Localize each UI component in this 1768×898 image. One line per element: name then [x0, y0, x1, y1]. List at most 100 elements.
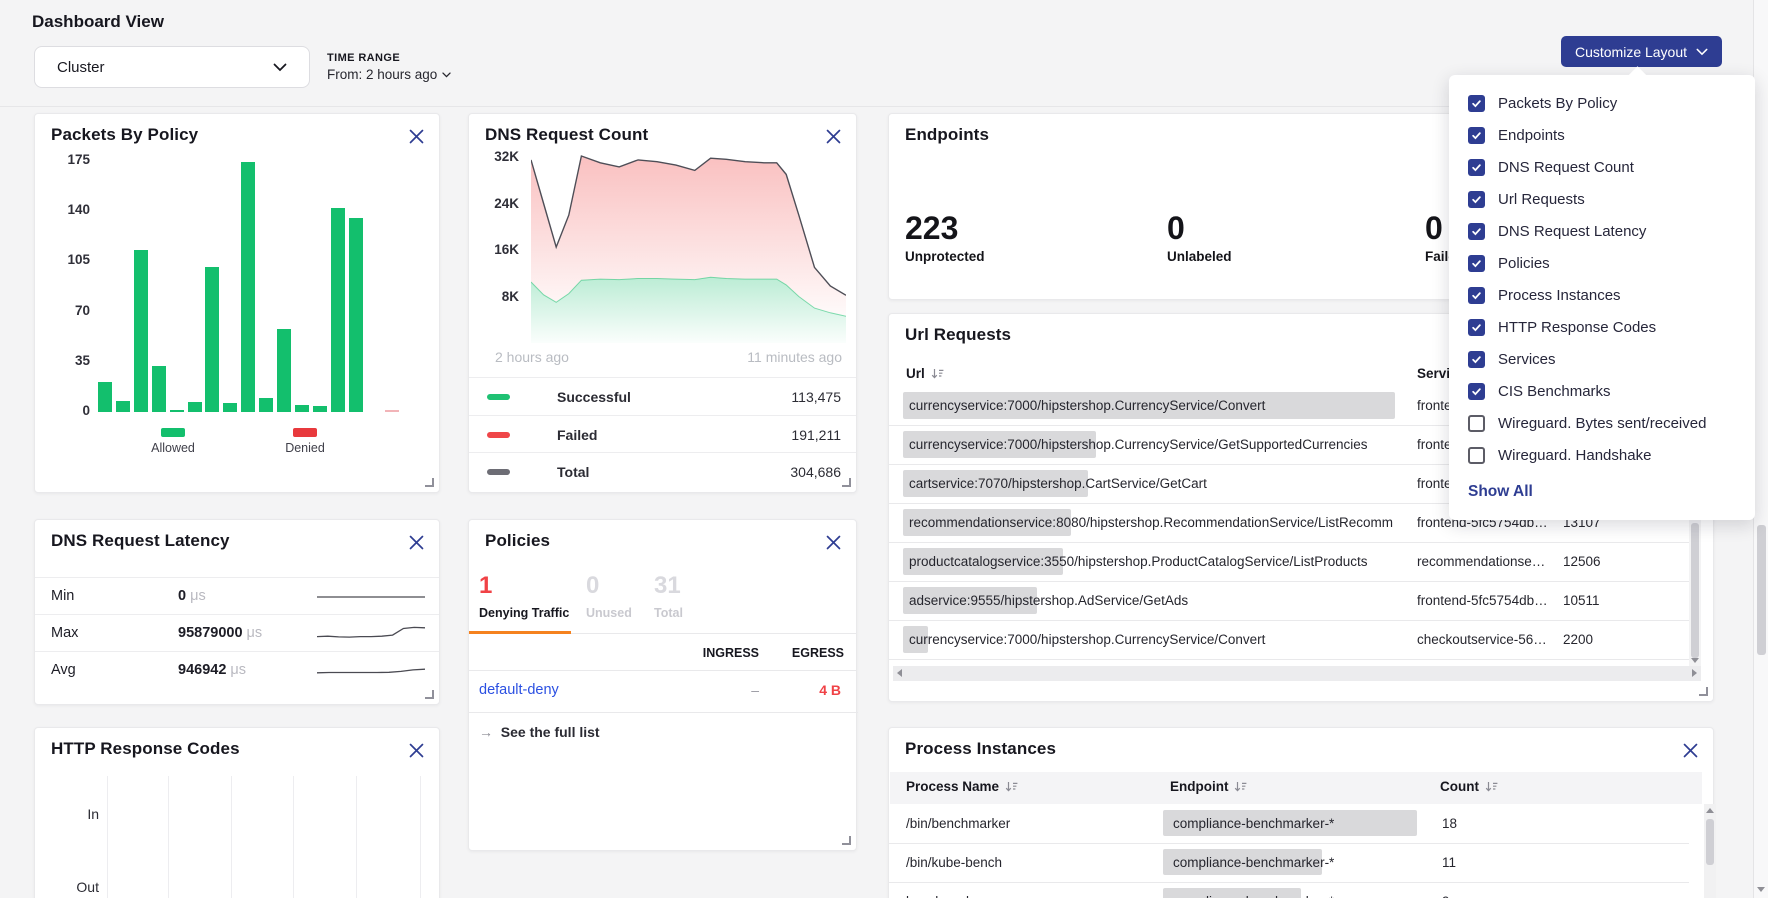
- bar-allowed: [187, 402, 202, 412]
- close-icon[interactable]: [822, 126, 844, 148]
- column-header-endpoint[interactable]: Endpoint: [1170, 779, 1247, 794]
- checkbox-unchecked[interactable]: [1468, 446, 1485, 464]
- checkbox-checked[interactable]: [1468, 318, 1485, 336]
- checkbox-unchecked[interactable]: [1468, 414, 1485, 432]
- resize-handle[interactable]: [1699, 687, 1708, 696]
- ingress-header: INGRESS: [702, 646, 759, 660]
- checkbox-checked[interactable]: [1468, 94, 1485, 112]
- scrollbar-thumb[interactable]: [1691, 523, 1699, 658]
- scroll-left-arrow-icon[interactable]: [897, 669, 902, 677]
- menu-item-dns-request-latency[interactable]: DNS Request Latency: [1449, 215, 1755, 247]
- scrollbar-thumb[interactable]: [1706, 819, 1714, 865]
- stat-value: 0: [1425, 210, 1443, 246]
- column-header-process-name[interactable]: Process Name: [906, 779, 1018, 794]
- policies-tab-unused[interactable]: 0 Unused: [586, 572, 632, 620]
- stat-value: 0: [1167, 210, 1185, 246]
- see-full-list-link[interactable]: → See the full list: [479, 724, 600, 740]
- menu-item-policies[interactable]: Policies: [1449, 247, 1755, 279]
- checkbox-checked[interactable]: [1468, 350, 1485, 368]
- card-title: HTTP Response Codes: [51, 739, 240, 758]
- menu-item-label: Endpoints: [1498, 126, 1565, 144]
- menu-item-url-requests[interactable]: Url Requests: [1449, 183, 1755, 215]
- sort-icon: [1485, 781, 1498, 791]
- menu-item-process-instances[interactable]: Process Instances: [1449, 279, 1755, 311]
- column-header-count[interactable]: Count: [1440, 779, 1498, 794]
- scroll-down-arrow-icon[interactable]: [1691, 658, 1699, 663]
- latency-value: 95879000: [178, 625, 243, 641]
- card-packets-by-policy: Packets By Policy 175 140 105 70 35 0 Allowed D…: [34, 113, 440, 493]
- gridline: [356, 776, 357, 898]
- legend-row-successful: Successful 113,475: [469, 377, 856, 415]
- time-range-value[interactable]: From: 2 hours ago: [327, 67, 451, 82]
- policy-row: default-deny – 4 B: [469, 670, 858, 713]
- policy-name-link[interactable]: default-deny: [479, 682, 559, 698]
- resize-handle[interactable]: [842, 836, 851, 845]
- menu-item-wireguard-handshake[interactable]: Wireguard. Handshake: [1449, 439, 1755, 471]
- bar-allowed: [330, 208, 345, 412]
- check-icon: [1472, 131, 1481, 139]
- latency-row-min: Min 0 μs: [35, 577, 439, 615]
- resize-handle[interactable]: [425, 690, 434, 699]
- x-axis-label-end: 11 minutes ago: [747, 349, 842, 365]
- count-cell: 11: [1442, 855, 1457, 870]
- close-icon[interactable]: [822, 532, 844, 554]
- service-cell: checkoutservice-56…: [1417, 632, 1547, 647]
- count-cell: 12506: [1563, 554, 1601, 569]
- checkbox-checked[interactable]: [1468, 126, 1485, 144]
- close-icon[interactable]: [405, 532, 427, 554]
- checkbox-checked[interactable]: [1468, 286, 1485, 304]
- check-icon: [1472, 291, 1481, 299]
- check-icon: [1472, 195, 1481, 203]
- scroll-right-arrow-icon[interactable]: [1692, 669, 1697, 677]
- menu-item-packets-by-policy[interactable]: Packets By Policy: [1449, 87, 1755, 119]
- tab-value: 31: [654, 572, 681, 599]
- table-horizontal-scrollbar[interactable]: [893, 666, 1701, 681]
- show-all-link[interactable]: Show All: [1468, 483, 1533, 500]
- table-row: benchmarker compliance-benchmarker-* 9: [889, 882, 1689, 898]
- checkbox-checked[interactable]: [1468, 254, 1485, 272]
- latency-row-max: Max 95879000 μs: [35, 614, 439, 652]
- resize-handle[interactable]: [425, 478, 434, 487]
- close-icon[interactable]: [405, 126, 427, 148]
- menu-item-endpoints[interactable]: Endpoints: [1449, 119, 1755, 151]
- menu-item-wireguard-bytes-sent-received[interactable]: Wireguard. Bytes sent/received: [1449, 407, 1755, 439]
- menu-item-dns-request-count[interactable]: DNS Request Count: [1449, 151, 1755, 183]
- scroll-down-arrow-icon[interactable]: [1757, 887, 1765, 892]
- menu-item-http-response-codes[interactable]: HTTP Response Codes: [1449, 311, 1755, 343]
- url-cell: currencyservice:7000/hipstershop.Currenc…: [909, 632, 1266, 647]
- check-icon: [1472, 355, 1481, 363]
- checkbox-checked[interactable]: [1468, 222, 1485, 240]
- checkbox-checked[interactable]: [1468, 190, 1485, 208]
- policies-tab-total[interactable]: 31 Total: [654, 572, 683, 620]
- checkbox-checked[interactable]: [1468, 382, 1485, 400]
- customize-layout-button[interactable]: Customize Layout: [1561, 36, 1722, 67]
- menu-item-cis-benchmarks[interactable]: CIS Benchmarks: [1449, 375, 1755, 407]
- bar-allowed: [133, 249, 148, 412]
- latency-label: Min: [51, 588, 75, 604]
- latency-row-avg: Avg 946942 μs: [35, 651, 439, 689]
- table-row: /bin/kube-bench compliance-benchmarker-* 1…: [889, 843, 1689, 883]
- page-scrollbar[interactable]: [1753, 0, 1768, 898]
- bar-denied: [385, 410, 399, 412]
- tabs-divider: [469, 633, 856, 634]
- menu-item-services[interactable]: Services: [1449, 343, 1755, 375]
- menu-item-label: Services: [1498, 350, 1556, 368]
- latency-sparkline: [317, 626, 426, 638]
- resize-handle[interactable]: [842, 478, 851, 487]
- close-icon[interactable]: [1679, 740, 1701, 762]
- bar-plot: [96, 161, 426, 412]
- close-icon[interactable]: [405, 740, 427, 762]
- view-selector[interactable]: Cluster: [34, 46, 310, 88]
- card-title: Process Instances: [905, 739, 1057, 758]
- y-axis-tick: 8K: [501, 289, 519, 304]
- scroll-up-arrow-icon[interactable]: [1706, 808, 1714, 813]
- table-vertical-scrollbar[interactable]: [1704, 804, 1716, 898]
- legend-swatch: [487, 431, 510, 438]
- check-icon: [1472, 227, 1481, 235]
- checkbox-checked[interactable]: [1468, 158, 1485, 176]
- column-header-url[interactable]: Url: [906, 366, 944, 381]
- url-heat-bar: [903, 587, 1037, 614]
- page-scrollbar-thumb[interactable]: [1757, 525, 1766, 655]
- policies-tab-denying-traffic[interactable]: 1 Denying Traffic: [479, 572, 569, 620]
- gridline: [293, 776, 294, 898]
